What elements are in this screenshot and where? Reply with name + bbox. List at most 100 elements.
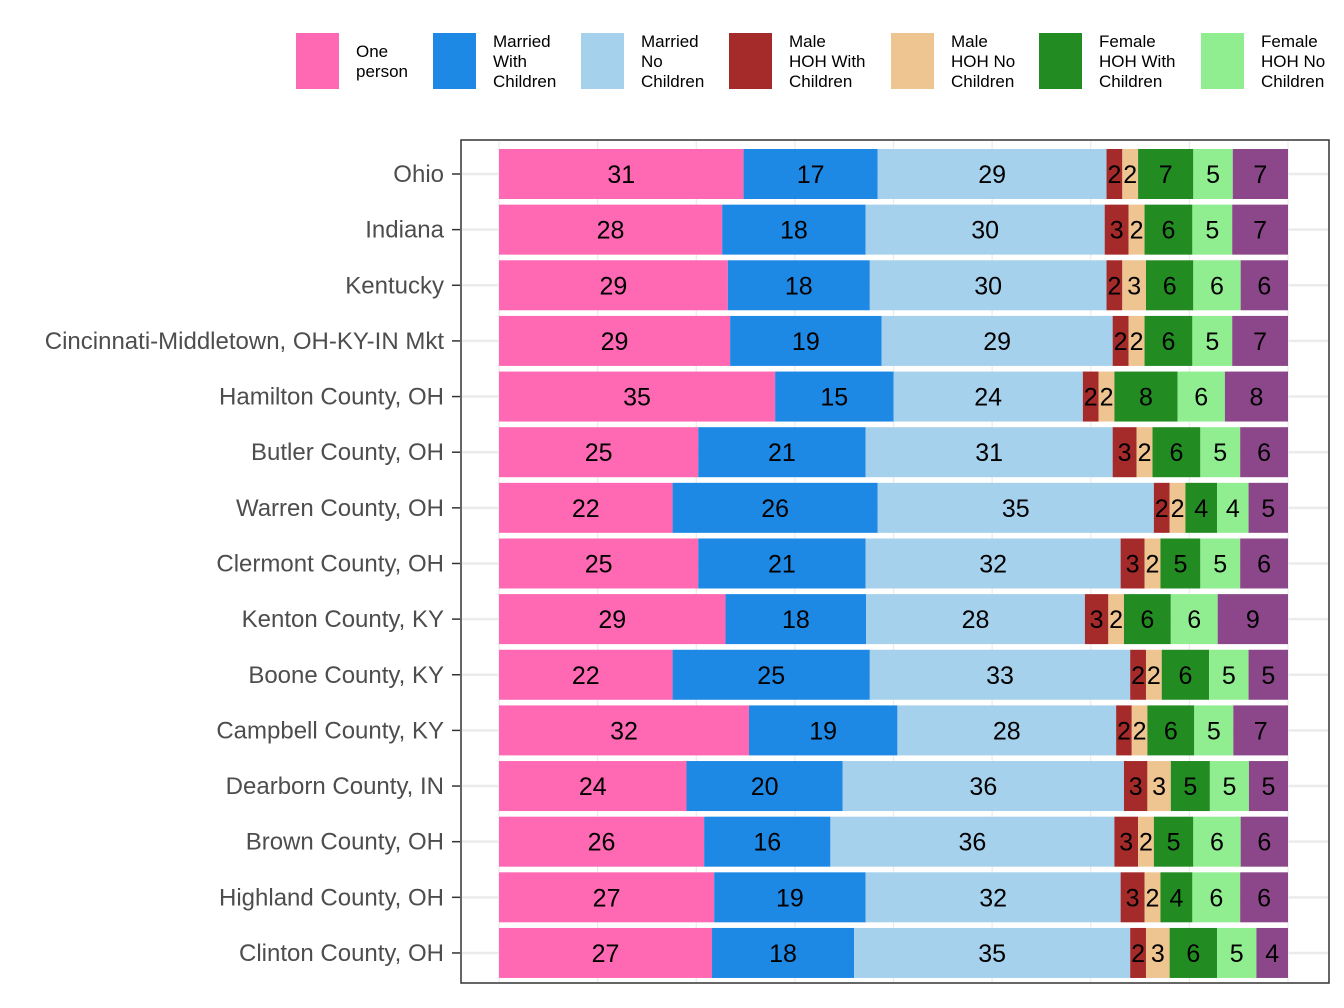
bar-value-label: 5 (1213, 550, 1227, 578)
bar-value-label: 29 (601, 328, 629, 356)
bar-segment-female-hoh-no-children (1209, 649, 1249, 700)
bar-value-label: 6 (1162, 217, 1176, 245)
bar-segment-married-no-children (854, 927, 1131, 978)
y-axis-labels: Ohio Indiana Kentucky Cincinnati-Middletown… (45, 161, 460, 967)
bar-value-label: 4 (1169, 884, 1183, 912)
bar-segment-one-person (499, 761, 687, 812)
bar-segment-one-person (499, 260, 728, 311)
bar-value-label: 2 (1146, 884, 1160, 912)
bar-value-label: 35 (1002, 495, 1030, 523)
bar-segment-married-no-children (866, 594, 1085, 645)
legend-label: Married (641, 32, 699, 51)
legend-label: Female (1099, 32, 1156, 51)
bar-value-label: 18 (780, 217, 808, 245)
bar-segment-male-hoh-no-children (1145, 927, 1170, 978)
bar-segment-other (1240, 260, 1288, 311)
bar-value-label: 3 (1119, 829, 1133, 857)
bar-value-label: 6 (1140, 606, 1154, 634)
legend-label: Children (951, 72, 1014, 91)
legend-label: HOH With (789, 52, 866, 71)
bar-segment-male-hoh-no-children (1128, 204, 1145, 255)
bar-segment-one-person (499, 649, 673, 700)
bar-value-label: 15 (820, 384, 848, 412)
bar-value-label: 5 (1205, 217, 1219, 245)
bar-value-label: 35 (978, 940, 1006, 968)
bar-segment-married-with-children (698, 538, 866, 589)
bar-value-label: 30 (974, 272, 1002, 300)
bar-value-label: 5 (1213, 439, 1227, 467)
bar-segment-other (1217, 594, 1288, 645)
bar-segment-married-with-children (686, 761, 843, 812)
bar-segment-one-person (499, 816, 705, 867)
bar-value-label: 18 (782, 606, 810, 634)
bar-segment-married-with-children (712, 927, 855, 978)
bar-segment-male-hoh-with-children (1082, 371, 1099, 422)
bar-value-label: 5 (1183, 773, 1197, 801)
y-axis-label: Campbell County, KY (216, 717, 444, 744)
bar-value-label: 33 (986, 662, 1014, 690)
bar-segment-one-person (499, 204, 723, 255)
bar-segment-married-with-children (714, 872, 866, 923)
bar-value-label: 7 (1253, 217, 1267, 245)
bar-segment-married-no-children (865, 204, 1105, 255)
bar-segment-married-no-children (865, 538, 1121, 589)
bar-segment-married-with-children (743, 149, 878, 199)
bar-segment-married-with-children (748, 705, 898, 756)
bar-value-label: 18 (785, 272, 813, 300)
bar-segment-other (1248, 482, 1288, 533)
bar-segment-married-no-children (881, 315, 1113, 366)
y-axis-label: Hamilton County, OH (219, 384, 444, 411)
bar-segment-male-hoh-no-children (1131, 705, 1148, 756)
bar-value-label: 7 (1253, 161, 1267, 189)
bar-value-label: 5 (1222, 773, 1236, 801)
bar-value-label: 25 (585, 550, 613, 578)
bar-segment-one-person (499, 594, 726, 645)
legend-key-male-hoh-no-children (891, 33, 934, 89)
bar-value-label: 21 (768, 550, 796, 578)
bar-segment-female-hoh-no-children (1194, 705, 1234, 756)
bar-segment-married-no-children (842, 761, 1124, 812)
bar-segment-male-hoh-with-children (1104, 204, 1129, 255)
bar-value-label: 20 (751, 773, 779, 801)
bar-value-label: 5 (1222, 662, 1236, 690)
bar-value-label: 3 (1152, 773, 1166, 801)
bar-value-label: 6 (1257, 829, 1271, 857)
bar-value-label: 28 (962, 606, 990, 634)
bar-value-label: 2 (1133, 717, 1147, 745)
bar-segment-other (1240, 872, 1288, 923)
bar-value-label: 5 (1230, 940, 1244, 968)
bar-value-label: 29 (598, 606, 626, 634)
bar-value-label: 19 (792, 328, 820, 356)
bar-segment-other (1224, 371, 1288, 422)
bar-value-label: 2 (1100, 384, 1114, 412)
y-axis-label: Brown County, OH (246, 829, 444, 856)
bar-segment-married-no-children (893, 371, 1083, 422)
bar-segment-female-hoh-no-children (1193, 149, 1233, 199)
bar-value-label: 32 (979, 550, 1007, 578)
bar-segment-male-hoh-no-children (1138, 816, 1154, 867)
bar-segment-male-hoh-no-children (1098, 371, 1115, 422)
bar-segment-one-person (499, 538, 699, 589)
bar-value-label: 29 (983, 328, 1011, 356)
bar-value-label: 28 (993, 717, 1021, 745)
bar-value-label: 2 (1147, 662, 1161, 690)
bar-segment-married-with-children (704, 816, 831, 867)
bar-value-label: 5 (1167, 829, 1181, 857)
bar-segment-married-with-children (775, 371, 894, 422)
bar-segment-other (1232, 315, 1288, 366)
bar-value-label: 5 (1206, 161, 1220, 189)
bar-segment-female-hoh-with-children (1145, 260, 1194, 311)
legend-label: Children (493, 72, 556, 91)
bar-value-label: 30 (971, 217, 999, 245)
bar-value-label: 6 (1178, 662, 1192, 690)
bar-value-label: 5 (1173, 550, 1187, 578)
bar-value-label: 16 (753, 829, 781, 857)
legend-label: HOH No (1261, 52, 1325, 71)
bar-segment-male-hoh-with-children (1120, 538, 1145, 589)
bar-value-label: 19 (809, 717, 837, 745)
bar-value-label: 6 (1187, 606, 1201, 634)
bar-value-label: 36 (958, 829, 986, 857)
plot-panel-border (460, 139, 1330, 984)
bar-value-label: 2 (1109, 606, 1123, 634)
bar-segment-other (1233, 705, 1288, 756)
